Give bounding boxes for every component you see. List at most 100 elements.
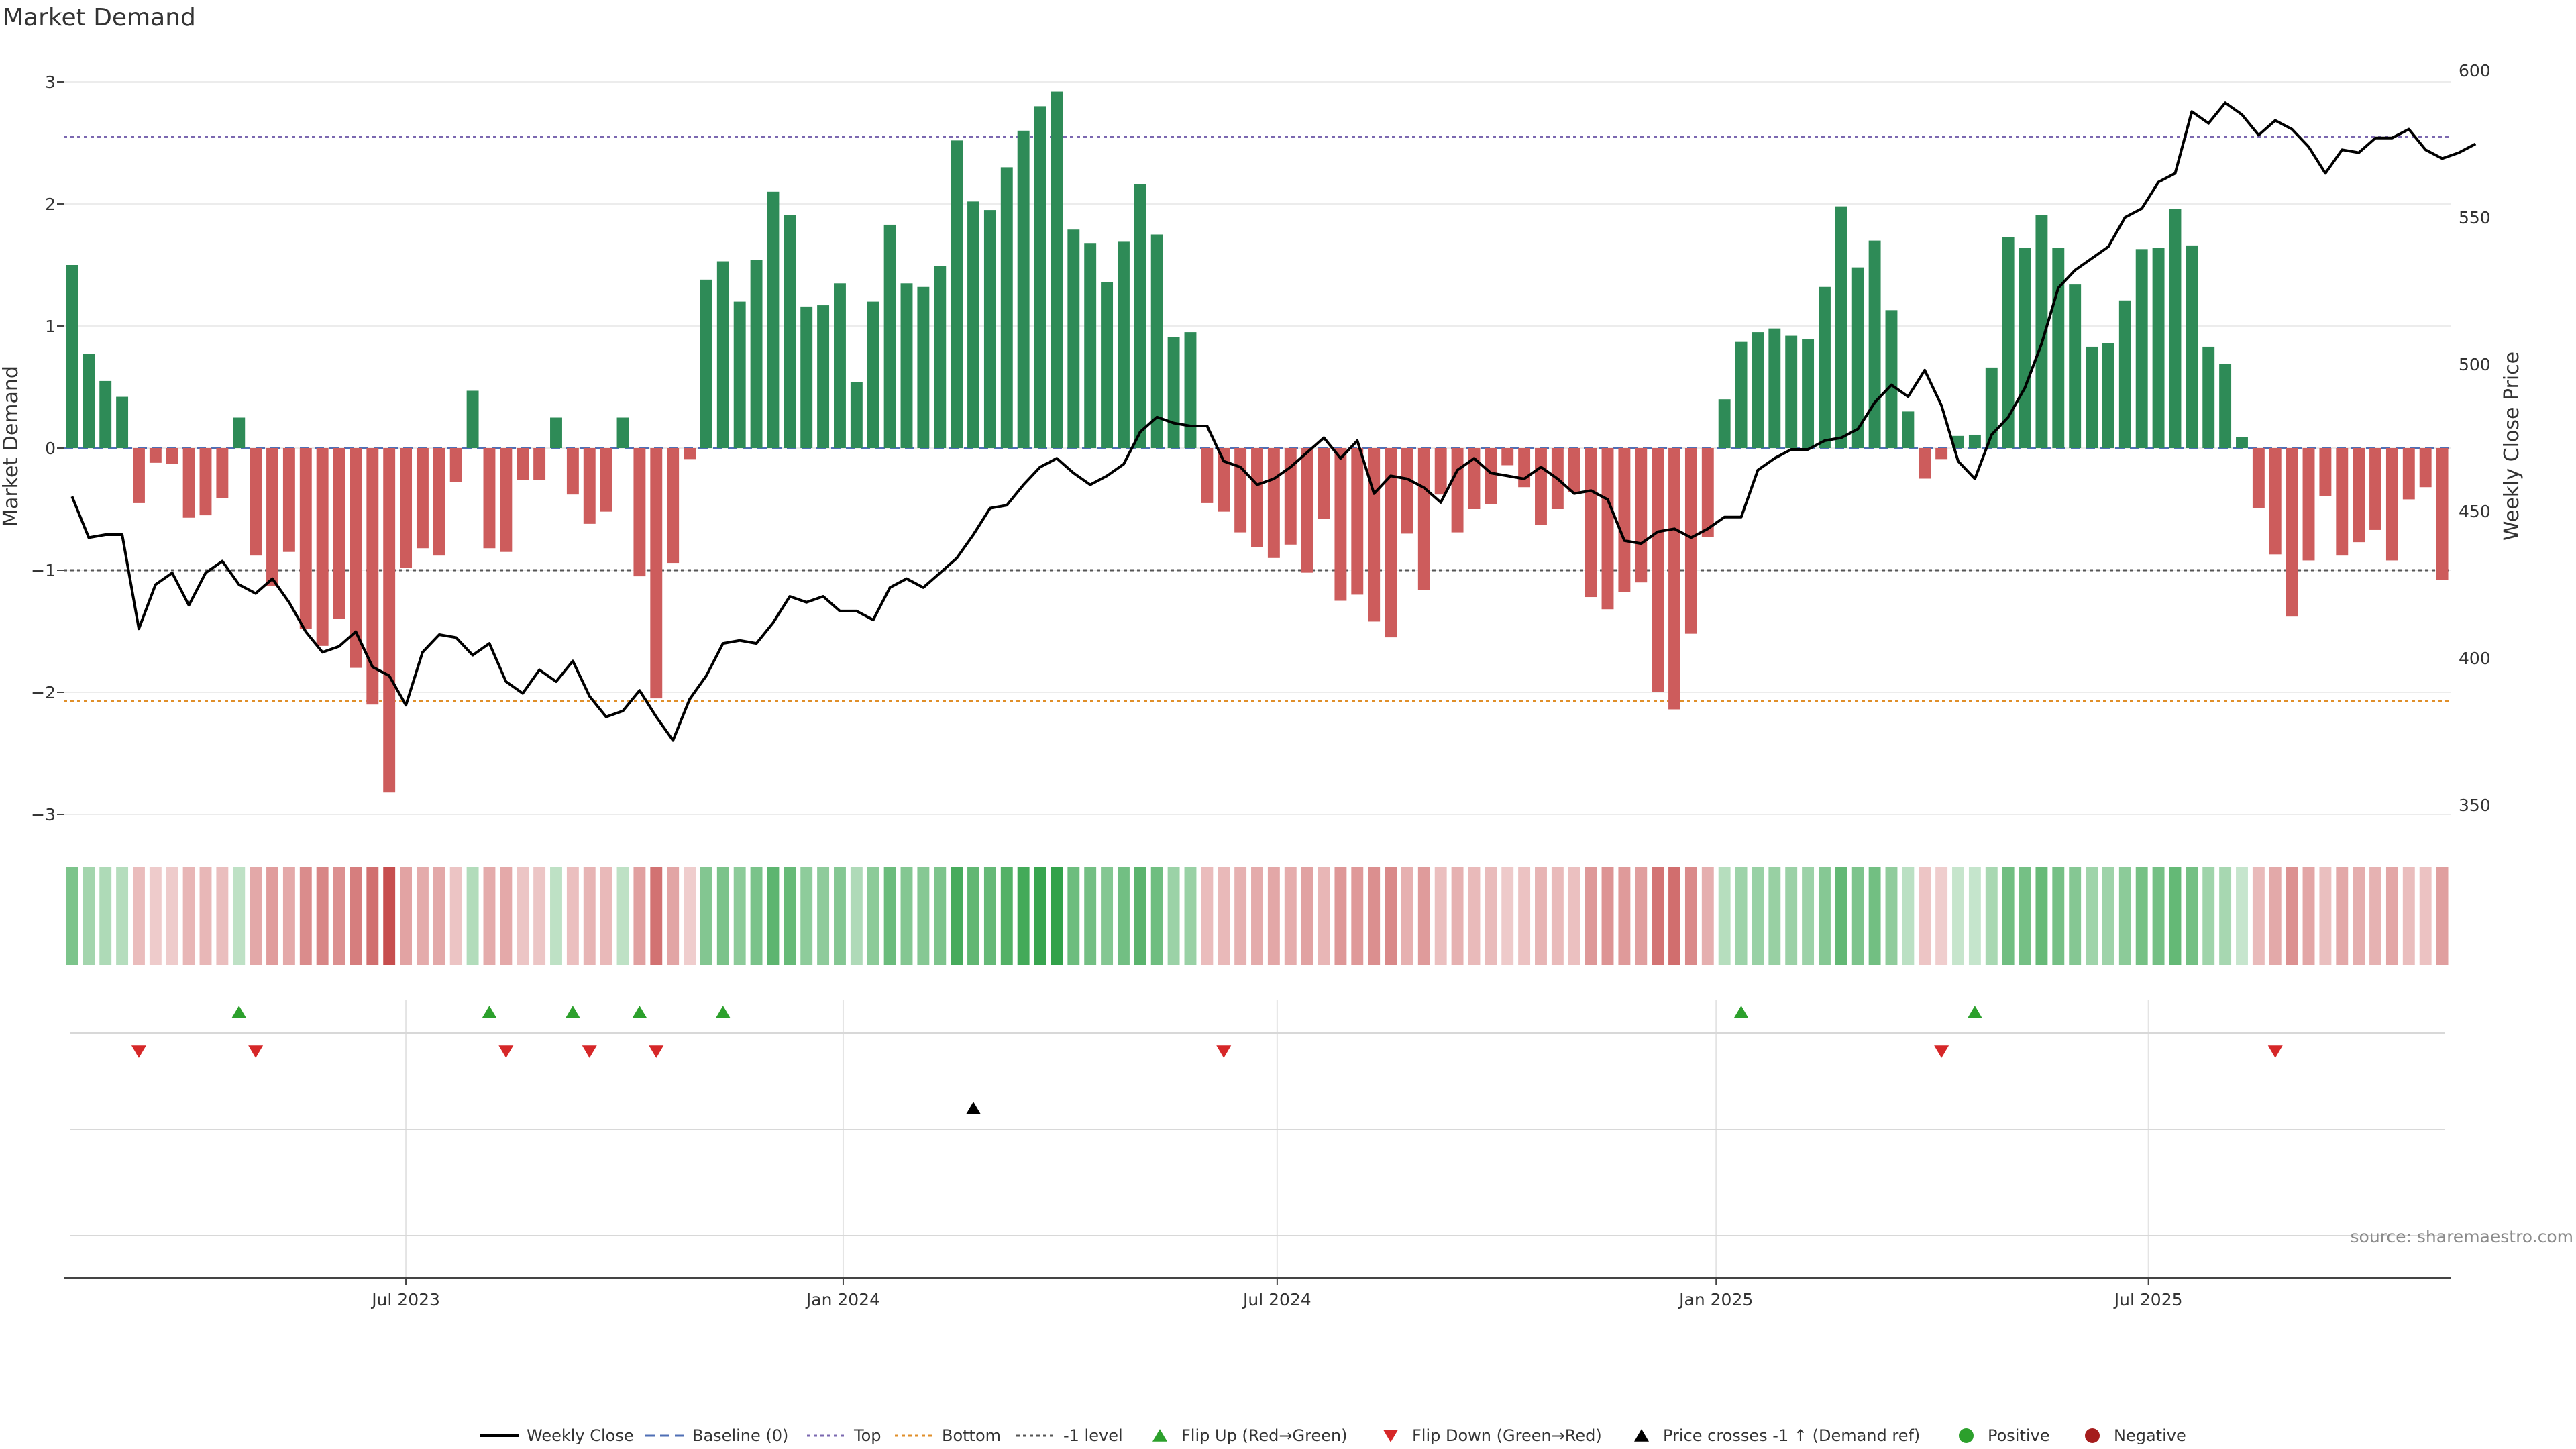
demand-bar bbox=[867, 301, 879, 448]
demand-bar bbox=[1017, 130, 1030, 449]
demand-bar bbox=[1601, 448, 1614, 610]
legend-item: Negative bbox=[2085, 1426, 2186, 1445]
heat-cell bbox=[2069, 867, 2082, 965]
heat-cell bbox=[533, 867, 546, 965]
legend-label: Negative bbox=[2114, 1426, 2186, 1445]
heat-cell bbox=[633, 867, 646, 965]
demand-bar bbox=[600, 448, 612, 512]
heat-cell bbox=[483, 867, 496, 965]
heat-cell bbox=[2436, 867, 2449, 965]
heat-cell bbox=[1368, 867, 1381, 965]
demand-bar bbox=[1819, 286, 1831, 448]
demand-bar bbox=[1919, 448, 1931, 479]
heat-cell bbox=[834, 867, 846, 965]
heat-cell bbox=[2286, 867, 2298, 965]
demand-bar bbox=[299, 448, 312, 629]
demand-bar bbox=[767, 191, 780, 448]
legend-label: Price crosses -1 ↑ (Demand ref) bbox=[1663, 1426, 1920, 1445]
heat-cell bbox=[1017, 867, 1030, 965]
heat-cell bbox=[1401, 867, 1413, 965]
demand-bar bbox=[1535, 448, 1547, 525]
heat-cell bbox=[83, 867, 95, 965]
x-tick-label: Jan 2024 bbox=[805, 1290, 880, 1309]
heat-cell bbox=[2252, 867, 2265, 965]
flip-down-marker bbox=[248, 1045, 264, 1058]
heat-cell bbox=[366, 867, 379, 965]
y2-tick-label: 400 bbox=[2459, 649, 2491, 668]
heat-cell bbox=[1768, 867, 1781, 965]
demand-bar bbox=[1735, 341, 1748, 448]
heat-cell bbox=[2102, 867, 2114, 965]
heat-cell bbox=[1167, 867, 1180, 965]
flip-down-marker bbox=[649, 1045, 664, 1058]
demand-bar bbox=[2086, 346, 2098, 448]
heat-cell bbox=[299, 867, 312, 965]
heat-cell bbox=[1434, 867, 1447, 965]
legend-item: Flip Down (Green→Red) bbox=[1383, 1426, 1602, 1445]
y-tick-label: −1 bbox=[31, 561, 56, 580]
price-cross-marker bbox=[966, 1102, 981, 1114]
heat-cell bbox=[1718, 867, 1731, 965]
heat-cell bbox=[1134, 867, 1146, 965]
demand-bar bbox=[99, 380, 112, 448]
heat-cell bbox=[199, 867, 212, 965]
heat-cell bbox=[1351, 867, 1364, 965]
heat-cell bbox=[667, 867, 680, 965]
demand-bar bbox=[1902, 411, 1915, 448]
demand-bar bbox=[1284, 448, 1297, 545]
demand-bar bbox=[1468, 448, 1481, 509]
flip-down-marker bbox=[131, 1045, 146, 1058]
demand-bar bbox=[133, 448, 145, 503]
demand-bar bbox=[616, 417, 629, 448]
heat-strip bbox=[66, 867, 2449, 965]
demand-bar bbox=[1585, 448, 1597, 598]
heat-cell bbox=[2202, 867, 2215, 965]
heat-cell bbox=[2419, 867, 2432, 965]
demand-bar bbox=[2336, 448, 2349, 556]
demand-bar bbox=[2186, 245, 2198, 448]
heat-cell bbox=[1752, 867, 1764, 965]
demand-bar bbox=[834, 283, 846, 448]
heat-cell bbox=[850, 867, 863, 965]
demand-bar bbox=[316, 448, 329, 646]
heat-cell bbox=[433, 867, 445, 965]
heat-cell bbox=[2369, 867, 2381, 965]
heat-cell bbox=[250, 867, 262, 965]
heat-cell bbox=[1234, 867, 1247, 965]
heat-cell bbox=[600, 867, 612, 965]
reference-lines bbox=[64, 136, 2451, 702]
heat-cell bbox=[566, 867, 579, 965]
flip-up-marker bbox=[1967, 1006, 1982, 1018]
demand-bar bbox=[934, 266, 947, 448]
demand-bar bbox=[1684, 448, 1697, 634]
x-tick-label: Jul 2025 bbox=[2113, 1290, 2183, 1309]
demand-bar bbox=[1952, 435, 1964, 448]
heat-cell bbox=[550, 867, 562, 965]
heat-cell bbox=[1851, 867, 1864, 965]
y2-tick-label: 500 bbox=[2459, 355, 2491, 374]
heat-cell bbox=[66, 867, 78, 965]
y2-tick-label: 550 bbox=[2459, 208, 2491, 227]
demand-bar bbox=[2269, 448, 2282, 555]
demand-bar bbox=[350, 448, 362, 668]
flip-up-marker bbox=[1733, 1006, 1749, 1018]
demand-bar bbox=[2385, 448, 2398, 561]
heat-cell bbox=[1785, 867, 1798, 965]
heat-cell bbox=[99, 867, 112, 965]
heat-cell bbox=[951, 867, 963, 965]
demand-bar bbox=[1785, 335, 1798, 448]
demand-bar bbox=[1401, 448, 1413, 534]
demand-bar bbox=[2019, 248, 2031, 448]
heat-cell bbox=[1701, 867, 1714, 965]
heat-cell bbox=[2236, 867, 2248, 965]
demand-bar bbox=[416, 448, 429, 549]
heat-cell bbox=[449, 867, 462, 965]
demand-bar bbox=[1701, 448, 1714, 537]
heat-cell bbox=[1301, 867, 1313, 965]
heat-cell bbox=[583, 867, 596, 965]
heat-cell bbox=[1868, 867, 1881, 965]
legend-item: Flip Up (Red→Green) bbox=[1152, 1426, 1348, 1445]
demand-bar bbox=[2002, 237, 2015, 448]
heat-cell bbox=[967, 867, 979, 965]
heat-cell bbox=[800, 867, 813, 965]
